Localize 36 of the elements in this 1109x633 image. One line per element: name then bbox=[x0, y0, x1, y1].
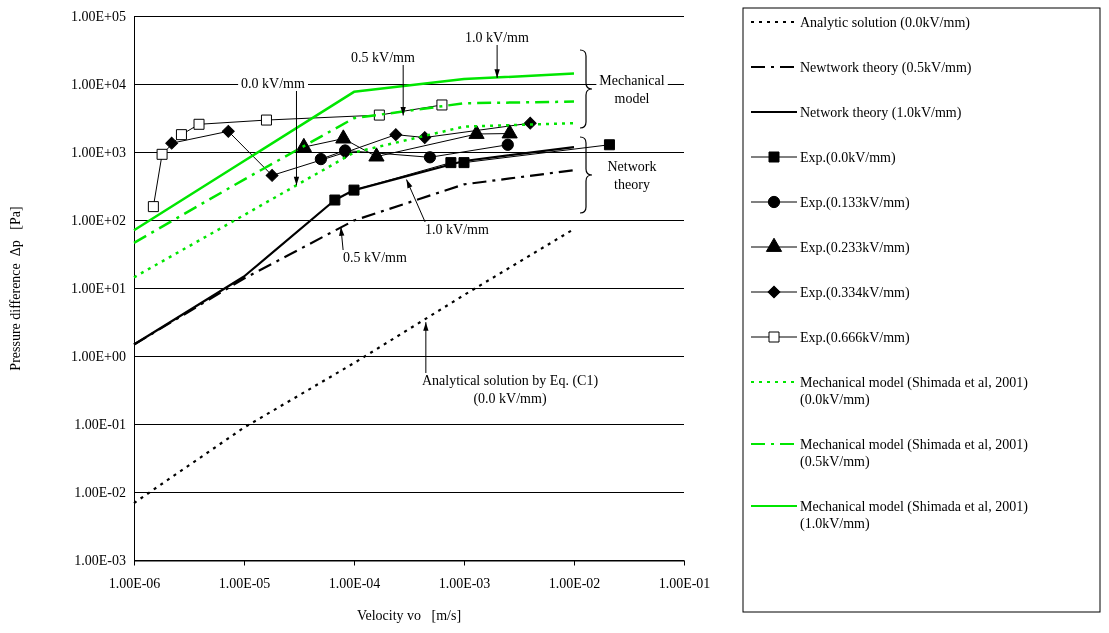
y-tick-label: 1.00E+03 bbox=[71, 145, 126, 161]
legend-label: Exp.(0.0kV/mm) bbox=[800, 150, 896, 166]
x-tick-label: 1.00E-01 bbox=[658, 576, 711, 592]
legend-label: Exp.(0.666kV/mm) bbox=[800, 330, 910, 346]
legend-label: Exp.(0.334kV/mm) bbox=[800, 285, 910, 301]
annotation: Analytical solution by Eq. (C1) (0.0 kV/mm) bbox=[421, 373, 599, 407]
x-axis-title: Velocity vo [m/s] bbox=[356, 608, 462, 623]
y-axis-title: Pressure difference Δp [Pa] bbox=[8, 206, 23, 371]
annotation: 0.5 kV/mm bbox=[343, 250, 407, 265]
y-tick-label: 1.00E+04 bbox=[71, 77, 126, 93]
x-tick-label: 1.00E-06 bbox=[108, 576, 161, 592]
annotation: 1.0 kV/mm bbox=[465, 30, 529, 45]
x-tick-label: 1.00E-02 bbox=[548, 576, 601, 592]
annotation: 0.5 kV/mm bbox=[351, 50, 415, 65]
x-tick-label: 1.00E-03 bbox=[438, 576, 491, 592]
legend-label: Mechanical model (Shimada et al, 2001) (0.5kV/mm) bbox=[800, 437, 1029, 470]
y-tick-label: 1.00E-03 bbox=[74, 553, 126, 569]
y-tick-label: 1.00E+05 bbox=[71, 9, 126, 25]
y-tick-label: 1.00E-02 bbox=[74, 485, 126, 501]
legend-label: Mechanical model (Shimada et al, 2001) (0.0kV/mm) bbox=[800, 375, 1029, 408]
legend-label: Network theory (1.0kV/mm) bbox=[800, 105, 962, 121]
legend-label: Mechanical model (Shimada et al, 2001) (1.0kV/mm) bbox=[800, 499, 1029, 532]
y-tick-label: 1.00E+02 bbox=[71, 213, 126, 229]
legend-label: Newtwork theory (0.5kV/mm) bbox=[800, 60, 972, 76]
legend-label: Exp.(0.233kV/mm) bbox=[800, 240, 910, 256]
x-tick-label: 1.00E-05 bbox=[218, 576, 271, 592]
annotation: 1.0 kV/mm bbox=[425, 222, 489, 237]
y-tick-label: 1.00E+00 bbox=[71, 349, 126, 365]
y-tick-label: 1.00E-01 bbox=[74, 417, 126, 433]
annotation: Network theory bbox=[607, 159, 657, 192]
annotation: 0.0 kV/mm bbox=[241, 76, 305, 91]
legend-label: Exp.(0.133kV/mm) bbox=[800, 195, 910, 211]
y-tick-label: 1.00E+01 bbox=[71, 281, 126, 297]
annotation: Mechanical model bbox=[599, 73, 665, 106]
legend-label: Analytic solution (0.0kV/mm) bbox=[800, 15, 971, 31]
x-tick-label: 1.00E-04 bbox=[328, 576, 381, 592]
